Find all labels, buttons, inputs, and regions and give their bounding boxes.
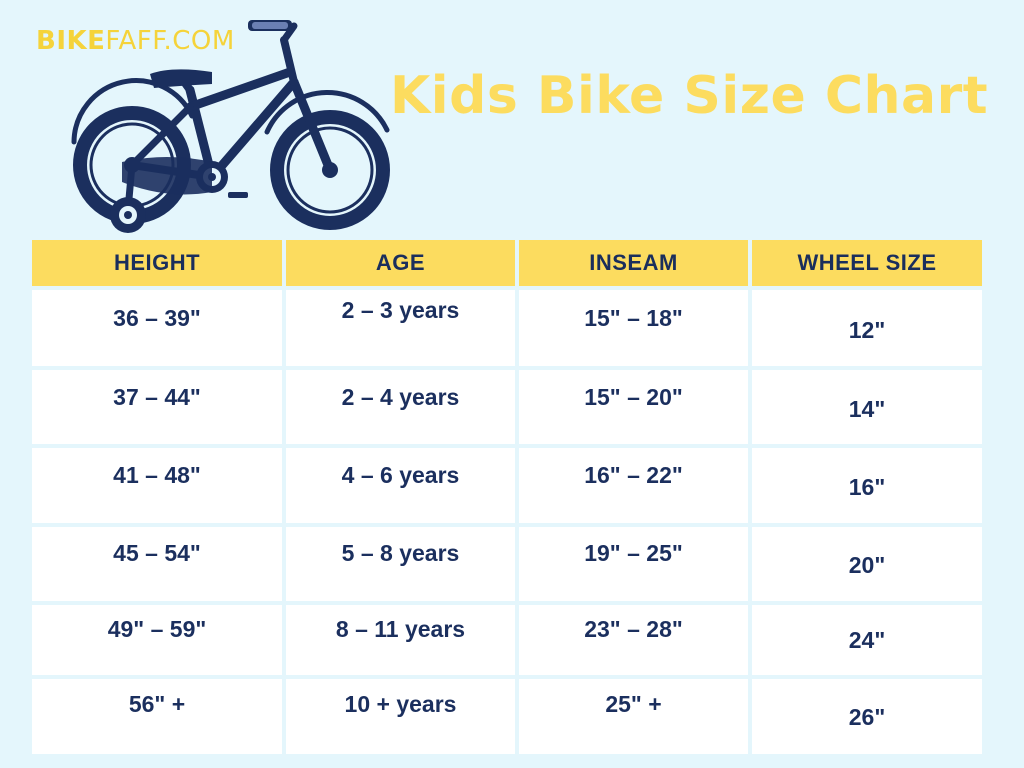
height-cell: 56" + xyxy=(128,691,186,717)
height-cell: 45 – 54" xyxy=(113,540,201,566)
page-title: Kids Bike Size Chart xyxy=(390,66,989,126)
inseam-cell: 15" – 20" xyxy=(584,384,683,410)
table-row: 56" + 10 + years 25" + 26" xyxy=(32,679,986,754)
wheel-size-cell: 26" xyxy=(848,704,886,730)
age-cell: 5 – 8 years xyxy=(341,540,460,566)
table-header-row: HEIGHT AGE INSEAM WHEEL SIZE xyxy=(32,240,986,286)
height-cell: 37 – 44" xyxy=(113,384,201,410)
age-cell: 10 + years xyxy=(344,691,457,717)
age-cell: 8 – 11 years xyxy=(335,616,466,642)
height-cell: 49" – 59" xyxy=(107,616,207,642)
table-row: 36 – 39" 2 – 3 years 15" – 18" 12" xyxy=(32,290,986,366)
logo-part-bike: BIKE xyxy=(36,26,106,56)
inseam-cell: 25" + xyxy=(605,691,662,717)
table-row: 41 – 48" 4 – 6 years 16" – 22" 16" xyxy=(32,448,986,523)
inseam-cell: 15" – 18" xyxy=(584,305,683,331)
wheel-size-cell: 16" xyxy=(848,474,886,500)
age-cell: 4 – 6 years xyxy=(341,462,460,488)
site-logo: BIKEFAFF.COM xyxy=(36,28,235,54)
header-age: AGE xyxy=(286,240,515,286)
wheel-size-cell: 20" xyxy=(848,552,886,578)
logo-part-faff: FAFF xyxy=(105,26,164,56)
height-cell: 41 – 48" xyxy=(113,462,201,488)
height-cell: 36 – 39" xyxy=(113,305,201,331)
wheel-size-cell: 24" xyxy=(848,627,886,653)
wheel-size-cell: 12" xyxy=(848,317,886,343)
age-cell: 2 – 3 years xyxy=(341,297,460,323)
table-row: 49" – 59" 8 – 11 years 23" – 28" 24" xyxy=(32,605,986,675)
header-inseam: INSEAM xyxy=(519,240,748,286)
header-wheel-size: WHEEL SIZE xyxy=(752,240,982,286)
logo-part-com: .COM xyxy=(163,26,235,56)
wheel-size-cell: 14" xyxy=(848,396,886,422)
header-height: HEIGHT xyxy=(32,240,282,286)
age-cell: 2 – 4 years xyxy=(341,384,460,410)
inseam-cell: 19" – 25" xyxy=(584,540,683,566)
table-row: 45 – 54" 5 – 8 years 19" – 25" 20" xyxy=(32,527,986,601)
inseam-cell: 16" – 22" xyxy=(584,462,683,488)
inseam-cell: 23" – 28" xyxy=(584,616,683,642)
size-chart-table: HEIGHT AGE INSEAM WHEEL SIZE 36 – 39" 2 … xyxy=(32,240,986,754)
kids-bike-icon xyxy=(71,20,390,233)
table-row: 37 – 44" 2 – 4 years 15" – 20" 14" xyxy=(32,370,986,444)
